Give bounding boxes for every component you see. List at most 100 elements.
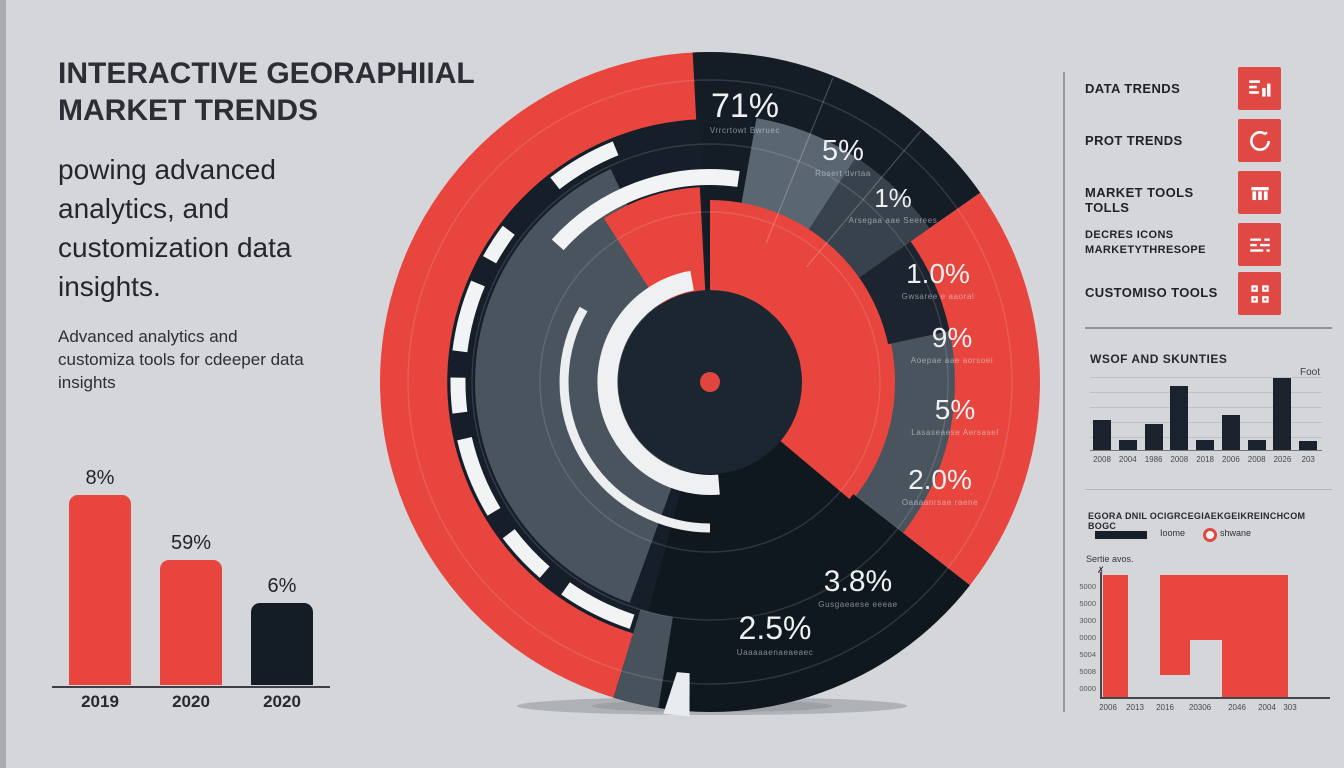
mid-chart-category-label: 2008 xyxy=(1247,455,1266,464)
white-dash-arc xyxy=(483,225,515,264)
donut-segment xyxy=(855,331,955,533)
white-dash-arc xyxy=(452,280,485,353)
donut-segment xyxy=(475,169,690,603)
mid-chart-axis xyxy=(1090,450,1322,451)
donut-sub-label: Vrrcrtowt Bwruec xyxy=(710,126,780,135)
sidebar-item-decres-icons[interactable] xyxy=(1238,223,1281,266)
donut-center-dot xyxy=(700,372,720,392)
donut-percent-label: 9% xyxy=(932,322,972,353)
donut-segment xyxy=(859,241,950,345)
bottom-chart-y-label: 5004 xyxy=(1079,650,1096,659)
donut-segment xyxy=(613,609,673,708)
mid-chart-bar xyxy=(1273,378,1292,450)
horizontal-divider xyxy=(1085,327,1332,329)
mid-chart-bar xyxy=(1144,424,1163,450)
sidebar-item-decres-icons-label: DECRES ICONS MARKETYTHRESOPE xyxy=(1085,229,1206,256)
mid-chart-bar xyxy=(1093,420,1111,450)
mid-chart-category-label: 2004 xyxy=(1118,455,1137,464)
bottom-chart-red-block xyxy=(1189,575,1222,640)
donut-guide-circle xyxy=(407,79,1013,685)
mid-chart-category-label: 2026 xyxy=(1273,455,1292,464)
donut-segment xyxy=(710,200,892,499)
bottom-chart-x-axis xyxy=(1100,697,1330,699)
mid-bar-chart xyxy=(1090,377,1322,450)
list-dashes-icon xyxy=(1249,238,1270,252)
left-chart-axis xyxy=(52,686,330,688)
mid-chart-category-label: 1986 xyxy=(1144,455,1163,464)
legend-black-swatch xyxy=(1095,531,1147,539)
mid-chart-category-label: 2018 xyxy=(1196,455,1214,464)
left-chart-bar xyxy=(69,495,131,685)
donut-sub-label: Rosert dvrtaa xyxy=(815,169,871,178)
donut-sub-label: Uaaaaaenaeaeaec xyxy=(737,648,814,657)
page-subtitle: powing advanced analytics, and customiza… xyxy=(58,154,292,302)
sidebar-item-prot-trends[interactable] xyxy=(1238,119,1281,162)
mid-chart-category-label: 203 xyxy=(1301,455,1315,464)
left-chart-bar xyxy=(251,603,313,685)
circle-gauge-icon xyxy=(1249,130,1270,151)
left-chart-value-label: 6% xyxy=(267,575,297,597)
horizontal-divider-2 xyxy=(1085,489,1332,490)
bottom-chart-x-label: 2013 xyxy=(1126,703,1144,712)
bottom-chart-y-axis xyxy=(1100,572,1102,698)
left-chart-category-label: 2020 xyxy=(263,692,301,711)
mid-chart-bar xyxy=(1247,440,1266,450)
mid-chart-right-label: Foot xyxy=(1299,367,1320,378)
donut-divider-line xyxy=(765,77,834,244)
legend-red-ring-icon xyxy=(1203,528,1217,542)
mid-chart-category-label: 2008 xyxy=(1170,455,1189,464)
mid-chart-title: WSOF AND SKUNTIES xyxy=(1090,352,1228,366)
sidebar-item-data-trends[interactable] xyxy=(1238,67,1281,110)
white-arc-inner xyxy=(559,306,711,533)
bottom-chart-x-label: 2006 xyxy=(1099,703,1117,712)
bar-lines-icon xyxy=(1248,79,1271,97)
donut-percent-label: 71% xyxy=(711,87,779,125)
donut-sub-label: Aoepae aae aorsoei xyxy=(911,356,993,365)
mid-chart-category-label: 2008 xyxy=(1093,455,1111,464)
white-arc-top xyxy=(551,169,740,251)
donut-percent-label: 5% xyxy=(822,135,864,167)
white-c-arc xyxy=(597,270,720,495)
qr-grid-icon xyxy=(1250,284,1269,303)
bottom-chart-x-label: 20306 xyxy=(1188,703,1212,712)
mid-chart-gridline xyxy=(1090,377,1322,378)
mid-chart-bar xyxy=(1118,440,1137,450)
bottom-chart-x-label: 2016 xyxy=(1156,703,1174,712)
bottom-chart-y-label: 0000 xyxy=(1079,684,1096,693)
mid-chart-bar xyxy=(1221,415,1240,450)
mid-chart-bar xyxy=(1196,440,1215,450)
bottom-chart-x-label: 303 xyxy=(1283,703,1297,712)
bottom-chart-origin-mark: ✗ xyxy=(1097,565,1105,575)
donut-percent-label: 2.0% xyxy=(908,464,972,495)
left-chart-value-label: 59% xyxy=(170,532,212,554)
left-chart-value-label: 8% xyxy=(85,467,115,489)
legend-label-shwane: shwane xyxy=(1220,528,1252,538)
white-dash-arc xyxy=(550,141,619,190)
bottom-chart-y-label: 5000 xyxy=(1079,582,1096,591)
white-dash-arc xyxy=(450,377,468,414)
bottom-chart-red-block xyxy=(1221,575,1288,697)
left-chart-bar xyxy=(160,560,222,685)
mid-chart-category-label: 2006 xyxy=(1221,455,1240,464)
donut-sub-label: Oaaaanrsae raene xyxy=(902,498,978,507)
donut-sub-label: Gusgaeaese eeeae xyxy=(818,600,897,609)
bottom-chart-y-label: 5008 xyxy=(1079,667,1096,676)
vertical-divider xyxy=(1063,72,1065,712)
sidebar-item-market-tools[interactable] xyxy=(1238,171,1281,214)
bottom-red-chart xyxy=(1100,575,1330,697)
page-description: Advanced analytics and customiza tools f… xyxy=(58,327,304,392)
legend-label-ioome: Ioome xyxy=(1160,528,1186,538)
left-chart-category-label: 2020 xyxy=(172,692,210,711)
white-dash-arc xyxy=(457,436,501,516)
bottom-chart-title: EGORA DNIL OCIGRCEGIAEKGEIKREINCHCOM BOG… xyxy=(1088,511,1306,531)
sidebar-item-customiso-tools[interactable] xyxy=(1238,272,1281,315)
donut-guide-circle xyxy=(471,143,949,621)
donut-percent-label: 5% xyxy=(935,394,975,425)
donut-percent-label: 1% xyxy=(874,183,912,213)
bottom-chart-red-block xyxy=(1160,575,1190,675)
left-chart-category-label: 2019 xyxy=(81,692,119,711)
donut-guide-circle xyxy=(539,211,881,553)
donut-sub-label: Gwsaree e aaoral xyxy=(902,292,975,301)
